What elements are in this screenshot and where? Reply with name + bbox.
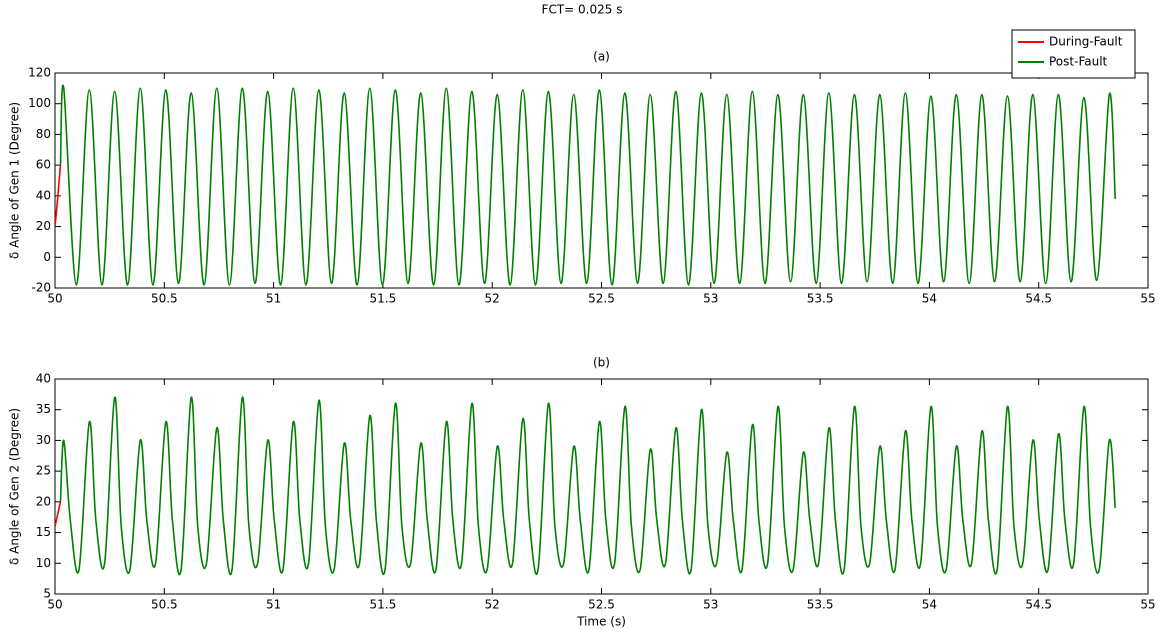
y-tick-label: 80 bbox=[36, 127, 51, 141]
x-tick-label: 53 bbox=[703, 292, 718, 306]
x-tick-label: 50 bbox=[47, 598, 62, 612]
x-tick-label: 50.5 bbox=[151, 598, 178, 612]
y-axis-label: δ Angle of Gen 1 (Degree) bbox=[8, 102, 22, 259]
x-tick-label: 54 bbox=[922, 598, 937, 612]
x-tick-label: 55 bbox=[1140, 292, 1155, 306]
y-tick-label: 20 bbox=[36, 219, 51, 233]
plot-lines bbox=[55, 396, 1117, 576]
y-tick-label: 60 bbox=[36, 158, 51, 172]
y-tick-label: -20 bbox=[31, 281, 51, 295]
series-line bbox=[55, 501, 62, 527]
x-tick-label: 50.5 bbox=[151, 292, 178, 306]
legend-label: Post-Fault bbox=[1049, 55, 1108, 69]
x-tick-label: 53 bbox=[703, 598, 718, 612]
y-tick-label: 40 bbox=[36, 372, 51, 386]
series-line bbox=[59, 396, 1117, 576]
x-tick-label: 51 bbox=[266, 292, 281, 306]
axes-title: (b) bbox=[593, 356, 610, 370]
y-tick-label: 20 bbox=[36, 494, 51, 508]
y-tick-label: 100 bbox=[28, 96, 51, 110]
series-line bbox=[59, 84, 1117, 286]
x-tick-label: 50 bbox=[47, 292, 62, 306]
y-tick-label: 25 bbox=[36, 464, 51, 478]
x-axis-label: Time (s) bbox=[576, 615, 626, 629]
y-tick-label: 40 bbox=[36, 188, 51, 202]
x-tick-label: 52.5 bbox=[588, 598, 615, 612]
figure-title: FCT= 0.025 s bbox=[542, 3, 623, 17]
x-tick-label: 53.5 bbox=[807, 598, 834, 612]
plot-area bbox=[54, 378, 1149, 595]
y-tick-label: 120 bbox=[28, 66, 51, 80]
x-tick-label: 54 bbox=[922, 292, 937, 306]
y-tick-label: 30 bbox=[36, 433, 51, 447]
y-tick-label: 5 bbox=[43, 587, 51, 601]
y-tick-label: 15 bbox=[36, 525, 51, 539]
y-tick-label: 35 bbox=[36, 402, 51, 416]
x-tick-label: 53.5 bbox=[807, 292, 834, 306]
x-tick-label: 51.5 bbox=[370, 598, 397, 612]
plot-lines bbox=[55, 84, 1117, 286]
x-tick-label: 51.5 bbox=[370, 292, 397, 306]
y-tick-label: 10 bbox=[36, 556, 51, 570]
x-tick-label: 52 bbox=[485, 292, 500, 306]
x-tick-label: 52.5 bbox=[588, 292, 615, 306]
series-line bbox=[55, 165, 62, 227]
x-tick-label: 52 bbox=[485, 598, 500, 612]
x-tick-label: 55 bbox=[1140, 598, 1155, 612]
x-tick-label: 54.5 bbox=[1025, 292, 1052, 306]
y-axis-label: δ Angle of Gen 2 (Degree) bbox=[8, 408, 22, 565]
x-tick-label: 51 bbox=[266, 598, 281, 612]
legend-label: During-Fault bbox=[1049, 35, 1123, 49]
y-tick-label: 0 bbox=[43, 250, 51, 264]
axes-title: (a) bbox=[593, 50, 610, 64]
x-tick-label: 54.5 bbox=[1025, 598, 1052, 612]
legend-box bbox=[1011, 29, 1136, 79]
